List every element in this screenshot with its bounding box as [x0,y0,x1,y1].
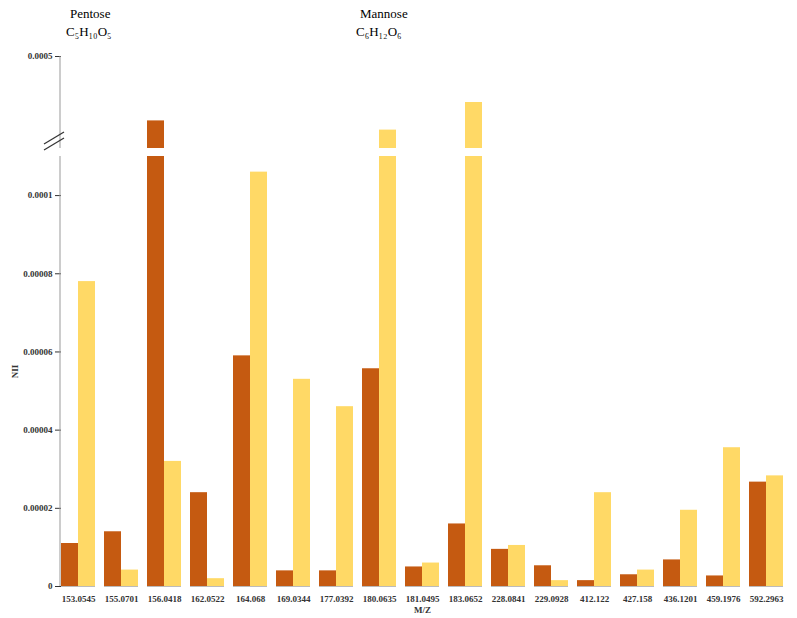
svg-text:164.068: 164.068 [236,594,266,604]
svg-text:427.158: 427.158 [623,594,653,604]
svg-text:169.0344: 169.0344 [277,594,311,604]
svg-text:155.0701: 155.0701 [105,594,139,604]
html-text:C₆H₁₂O₆: C₆H₁₂O₆ [356,24,402,39]
html-text:C₅H₁₀O₅: C₅H₁₀O₅ [66,24,112,39]
svg-text:459.1976: 459.1976 [707,594,741,604]
svg-text:0.00008: 0.00008 [23,269,53,279]
svg-text:412.122: 412.122 [580,594,610,604]
svg-text:0: 0 [48,581,53,591]
svg-text:0.00004: 0.00004 [23,425,53,435]
svg-text:162.0522: 162.0522 [191,594,225,604]
svg-text:228.0841: 228.0841 [492,594,526,604]
svg-text:NII: NII [10,364,20,378]
svg-text:153.0545: 153.0545 [62,594,96,604]
svg-text:156.0418: 156.0418 [148,594,182,604]
html-text:Mannose: Mannose [360,6,408,21]
svg-text:229.0928: 229.0928 [535,594,569,604]
html-text:Pentose: Pentose [70,6,111,21]
svg-text:0.00002: 0.00002 [23,503,53,513]
svg-text:180.0635: 180.0635 [363,594,397,604]
svg-text:177.0392: 177.0392 [320,594,354,604]
svg-text:181.0495: 181.0495 [406,594,440,604]
svg-text:592.2963: 592.2963 [750,594,784,604]
svg-text:0.00006: 0.00006 [23,347,53,357]
svg-text:0.0005: 0.0005 [28,51,53,61]
svg-text:183.0652: 183.0652 [449,594,483,604]
svg-text:436.1201: 436.1201 [664,594,698,604]
svg-text:0.0001: 0.0001 [28,190,53,200]
svg-text:M/Z: M/Z [414,605,431,615]
